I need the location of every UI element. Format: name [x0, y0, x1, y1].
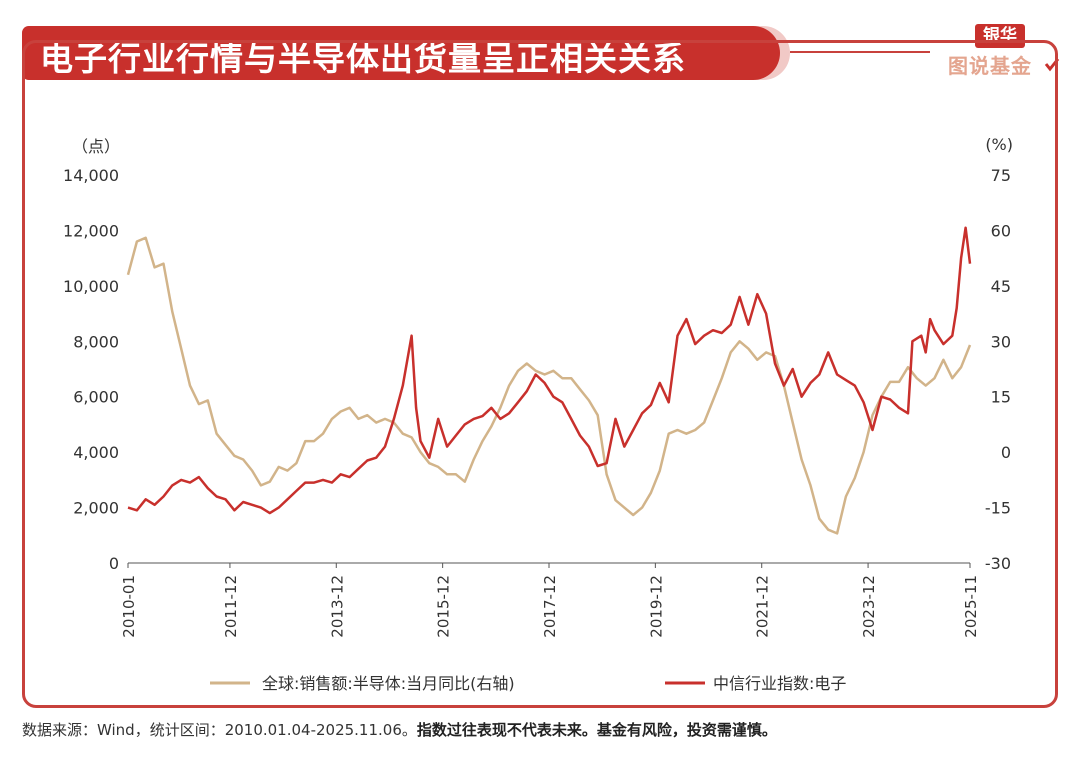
footer-disclaimer: 指数过往表现不代表未来。基金有风险，投资需谨慎。 [416, 721, 777, 739]
x-tick-label: 2010-01 [120, 575, 138, 638]
title-divider [790, 51, 930, 53]
x-tick-label: 2021-12 [754, 575, 772, 638]
y-left-tick-label: 6,000 [73, 388, 119, 407]
y-right-tick-label: 60 [991, 221, 1011, 240]
y-right-tick-label: 75 [991, 166, 1011, 185]
y-left-tick-label: 4,000 [73, 443, 119, 462]
legend-label: 中信行业指数:电子 [713, 674, 846, 693]
footer-source: 数据来源：Wind，统计区间：2010.01.04-2025.11.06。 [22, 721, 417, 739]
x-tick-label: 2017-12 [541, 575, 559, 638]
y-right-tick-label: 45 [991, 277, 1011, 296]
x-tick-label: 2025-11 [962, 575, 980, 638]
legend-label: 全球:销售额:半导体:当月同比(右轴) [262, 674, 515, 693]
y-left-tick-label: 10,000 [63, 277, 119, 296]
y-left-tick-label: 2,000 [73, 499, 119, 518]
y-left-unit: （点） [72, 137, 120, 156]
y-left-tick-label: 0 [109, 554, 119, 573]
series-line-electronics [127, 226, 972, 515]
x-tick-label: 2013-12 [328, 575, 346, 638]
x-tick-label: 2015-12 [435, 575, 453, 638]
y-right-tick-label: -15 [985, 499, 1011, 518]
x-tick-label: 2023-12 [860, 575, 878, 638]
y-right-tick-label: -30 [985, 554, 1011, 573]
footer-note: 数据来源：Wind，统计区间：2010.01.04-2025.11.06。指数过… [22, 719, 777, 740]
logo-tagline: 图说基金 [948, 54, 1032, 78]
x-tick-label: 2011-12 [222, 575, 240, 638]
y-right-tick-label: 15 [991, 388, 1011, 407]
y-right-unit: (%) [985, 135, 1013, 154]
y-right-tick-label: 30 [991, 332, 1011, 351]
y-left-tick-label: 8,000 [73, 332, 119, 351]
title-bar [22, 26, 780, 80]
x-tick-label: 2019-12 [647, 575, 665, 638]
chart-frame [22, 40, 1058, 708]
series-line-semiconductor [126, 236, 972, 535]
y-left-tick-label: 12,000 [63, 221, 119, 240]
y-right-tick-label: 0 [1001, 443, 1011, 462]
page-title: 电子行业行情与半导体出货量呈正相关关系 [40, 39, 686, 78]
y-left-tick-label: 14,000 [63, 166, 119, 185]
